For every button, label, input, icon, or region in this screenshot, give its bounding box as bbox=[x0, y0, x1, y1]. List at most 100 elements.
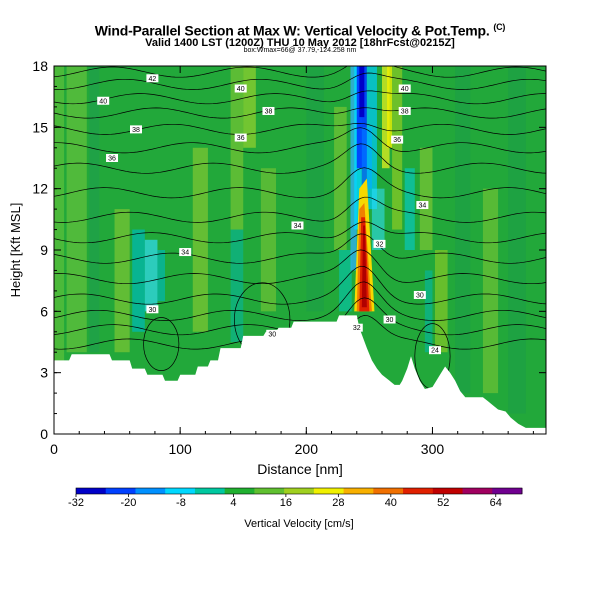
colorbar-swatch bbox=[462, 488, 493, 494]
contour-label-bg bbox=[179, 248, 192, 257]
contour-label-bg bbox=[291, 221, 304, 230]
velocity-band bbox=[230, 229, 244, 342]
velocity-band bbox=[424, 270, 433, 353]
contour-label: 40 bbox=[401, 86, 409, 93]
colorbar-swatch bbox=[254, 488, 285, 494]
y-tick-label: 6 bbox=[40, 303, 48, 319]
velocity-band bbox=[54, 66, 65, 361]
colorbar-tick-label: 28 bbox=[332, 497, 344, 509]
contour-label: 38 bbox=[265, 108, 273, 115]
contour-label: 40 bbox=[237, 86, 245, 93]
contour-label: 36 bbox=[108, 156, 116, 163]
velocity-band bbox=[404, 168, 415, 250]
colorbar-swatch bbox=[76, 488, 107, 494]
terrain-fill bbox=[54, 315, 546, 434]
contour-label-bg bbox=[146, 74, 159, 83]
velocity-band bbox=[482, 188, 499, 394]
chart-title: Wind-Parallel Section at Max W: Vertical… bbox=[0, 22, 600, 39]
isentrope-line bbox=[54, 143, 546, 174]
velocity-band bbox=[114, 209, 130, 353]
contour-label-bg bbox=[97, 96, 110, 105]
contour-label: 38 bbox=[132, 127, 140, 134]
isentrope-line bbox=[54, 127, 546, 154]
velocity-band bbox=[387, 66, 393, 148]
velocity-band bbox=[132, 229, 145, 332]
y-tick-label: 3 bbox=[40, 365, 48, 381]
isentrope-cell bbox=[143, 317, 180, 371]
isentrope-line bbox=[54, 281, 546, 321]
contour-label: 40 bbox=[99, 98, 107, 105]
contour-label: 34 bbox=[181, 250, 189, 257]
contour-label: 36 bbox=[237, 135, 245, 142]
contour-label-bg bbox=[266, 329, 279, 338]
y-tick-label: 9 bbox=[40, 242, 48, 258]
velocity-band bbox=[66, 66, 87, 353]
contour-label-bg bbox=[428, 346, 441, 355]
contour-label-bg bbox=[234, 84, 247, 93]
contour-label: 36 bbox=[393, 137, 401, 144]
colorbar-swatch bbox=[403, 488, 434, 494]
velocity-band bbox=[350, 66, 357, 271]
contour-label-bg bbox=[391, 135, 404, 144]
colorbar-swatch bbox=[343, 488, 374, 494]
chart-subtitle-box: box:Wmax=66@ 37.79,-124.258 nm bbox=[243, 47, 357, 54]
velocity-band bbox=[334, 106, 347, 250]
colorbar-swatch bbox=[492, 488, 523, 494]
colorbar-tick-label: 16 bbox=[280, 497, 292, 509]
isentrope-line bbox=[54, 221, 546, 244]
velocity-band bbox=[371, 188, 385, 250]
contour-label-bg bbox=[383, 315, 396, 324]
x-tick-label: 300 bbox=[421, 441, 445, 457]
velocity-band bbox=[157, 250, 166, 302]
isentrope-line bbox=[54, 265, 546, 305]
colorbar-label: Vertical Velocity [cm/s] bbox=[244, 518, 353, 530]
isentrope-line bbox=[54, 233, 546, 264]
contour-label: 30 bbox=[416, 292, 424, 299]
x-tick-label: 0 bbox=[50, 441, 58, 457]
colorbar-tick-label: 4 bbox=[230, 497, 236, 509]
isentrope-line bbox=[54, 72, 546, 90]
contour-labels: 42 40 38 36 40 38 36 40 38 36 34 34 34 32 30 30 30 32 30 24 bbox=[97, 74, 441, 355]
y-axis-label: Height [Kft MSL] bbox=[8, 203, 23, 298]
isentrope-line bbox=[54, 167, 546, 199]
contour-label: 24 bbox=[431, 348, 439, 355]
colorbar-swatch bbox=[432, 488, 464, 494]
colorbar-tick-label: 52 bbox=[437, 497, 449, 509]
isentrope-line bbox=[54, 107, 546, 119]
velocity-band bbox=[508, 66, 526, 414]
contour-label: 42 bbox=[149, 76, 157, 83]
velocity-band bbox=[419, 147, 433, 250]
contour-label-bg bbox=[146, 305, 159, 314]
colorbar-tick-label: -8 bbox=[176, 497, 186, 509]
contour-label: 38 bbox=[401, 108, 409, 115]
isentrope-line bbox=[54, 196, 546, 223]
velocity-band bbox=[455, 66, 471, 394]
contour-label: 30 bbox=[386, 317, 394, 324]
colorbar-border bbox=[75, 487, 523, 495]
colorbar-swatch bbox=[313, 488, 345, 494]
colorbar: -32 -20 -8 4 16 28 40 52 64 bbox=[68, 487, 523, 509]
contour-label-bg bbox=[413, 290, 426, 299]
contour-label-bg bbox=[398, 106, 411, 115]
colorbar-tick-label: 64 bbox=[490, 497, 502, 509]
contour-label-bg bbox=[234, 133, 247, 142]
y-tick-label: 0 bbox=[40, 426, 48, 442]
isentrope-line bbox=[54, 249, 546, 285]
chart-title-mark: (C) bbox=[493, 22, 506, 32]
colorbar-tick-label: 40 bbox=[385, 497, 397, 509]
x-axis-label: Distance [nm] bbox=[257, 461, 343, 477]
velocity-band bbox=[306, 66, 324, 312]
y-tick-label: 15 bbox=[32, 119, 48, 135]
contour-label-bg bbox=[350, 323, 363, 332]
colorbar-swatch bbox=[135, 488, 166, 494]
velocity-band bbox=[260, 168, 277, 312]
velocity-band bbox=[392, 66, 403, 230]
terrain bbox=[54, 315, 546, 434]
velocity-band bbox=[382, 66, 390, 169]
chart-title-text: Wind-Parallel Section at Max W: Vertical… bbox=[94, 22, 490, 39]
y-tick-label: 12 bbox=[32, 181, 48, 197]
contour-label-bg bbox=[262, 106, 275, 115]
velocity-band bbox=[144, 239, 158, 312]
colorbar-swatch bbox=[165, 488, 196, 494]
